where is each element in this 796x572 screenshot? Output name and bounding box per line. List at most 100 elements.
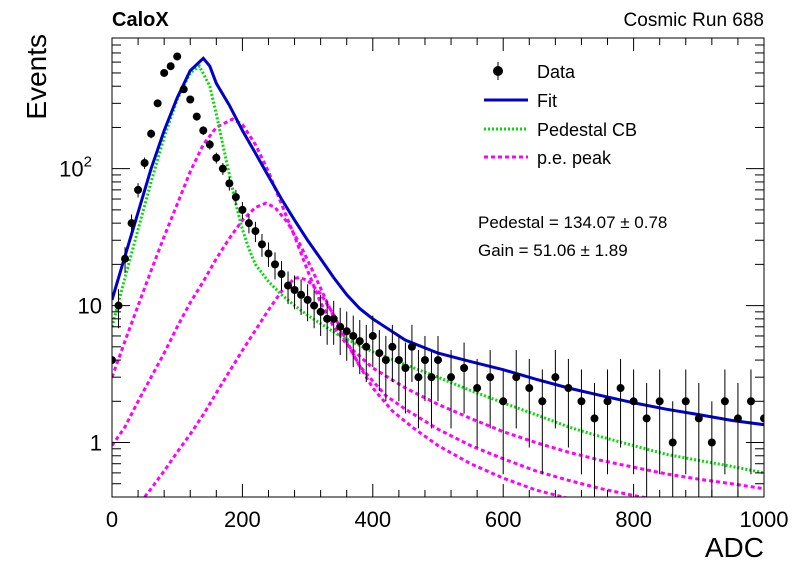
axes-layer: 0 200 400 600 800 1000 1 10 102 <box>59 37 789 532</box>
data-point <box>212 153 221 162</box>
x-tick-label: 200 <box>224 507 261 532</box>
plot-frame <box>111 37 765 498</box>
data-point <box>427 373 436 382</box>
data-point <box>362 342 371 351</box>
data-point <box>394 356 403 365</box>
data-point <box>629 397 638 406</box>
data-point <box>297 290 306 299</box>
legend-label-pe-peak: p.e. peak <box>537 148 612 168</box>
data-point <box>238 205 247 214</box>
data-point <box>257 240 266 249</box>
y-tick-label: 1 <box>90 431 102 456</box>
data-point <box>564 384 573 393</box>
chart-left-title: CaloX <box>112 9 169 31</box>
data-point <box>642 414 651 423</box>
data-point <box>284 281 293 290</box>
chart-right-title: Cosmic Run 688 <box>624 10 764 31</box>
data-point <box>668 438 677 447</box>
data-point <box>486 373 495 382</box>
data-point <box>707 438 716 447</box>
data-point <box>681 397 690 406</box>
data-point <box>179 85 188 94</box>
data-point <box>310 301 319 310</box>
data-point <box>401 364 410 373</box>
x-tick-label: 0 <box>106 507 118 532</box>
data-point <box>173 52 182 61</box>
data-point <box>746 397 755 406</box>
x-axis-title: ADC <box>705 532 764 563</box>
data-point <box>134 185 143 194</box>
y-tick-label: 102 <box>59 154 92 182</box>
legend-data-marker <box>493 66 503 76</box>
data-point <box>355 337 364 346</box>
data-point <box>655 397 664 406</box>
annotation-gain: Gain = 51.06 ± 1.89 <box>478 241 628 260</box>
data-point <box>512 373 521 382</box>
data-point <box>127 219 136 228</box>
curve-pedestal-cb <box>112 63 764 475</box>
data-point <box>577 397 586 406</box>
data-point <box>264 249 273 258</box>
data-point <box>225 179 234 188</box>
data-point <box>160 68 169 77</box>
curves-layer <box>112 56 764 497</box>
legend-label-fit: Fit <box>537 91 557 111</box>
data-point <box>329 314 338 323</box>
data-point <box>199 126 208 135</box>
annotation-pedestal: Pedestal = 134.07 ± 0.78 <box>478 213 667 232</box>
data-point <box>290 285 299 294</box>
data-point <box>590 414 599 423</box>
x-tick-label: 800 <box>615 507 652 532</box>
data-point <box>407 342 416 351</box>
data-point <box>694 414 703 423</box>
data-point <box>186 95 195 104</box>
data-point <box>538 397 547 406</box>
x-tick-label: 600 <box>485 507 522 532</box>
data-point <box>166 62 175 71</box>
data-point <box>368 331 377 340</box>
data-point <box>231 193 240 202</box>
data-point <box>303 295 312 304</box>
legend-entry-pedestal: Pedestal CB <box>484 120 637 140</box>
data-point <box>121 254 130 263</box>
y-axis-title: Events <box>21 34 52 120</box>
data-points-layer <box>112 52 764 497</box>
data-point <box>420 356 429 365</box>
legend-entry-pe-peak: p.e. peak <box>484 148 612 168</box>
data-point <box>603 397 612 406</box>
data-point <box>473 384 482 393</box>
data-point <box>381 356 390 365</box>
data-point <box>460 364 469 373</box>
data-point <box>323 314 332 323</box>
data-point <box>447 373 456 382</box>
data-point <box>316 307 325 316</box>
data-point <box>342 327 351 336</box>
data-point <box>349 331 358 340</box>
data-point <box>277 270 286 279</box>
legend-label-pedestal: Pedestal CB <box>537 120 637 140</box>
data-point <box>218 164 227 173</box>
data-point <box>434 356 442 365</box>
data-point <box>153 99 162 108</box>
curve-fit <box>112 56 764 427</box>
x-tick-label: 400 <box>354 507 391 532</box>
data-point <box>375 349 384 358</box>
data-point <box>499 397 508 406</box>
legend-entry-fit: Fit <box>484 91 557 111</box>
data-point <box>244 219 253 228</box>
data-point <box>147 129 156 138</box>
data-point <box>616 384 625 393</box>
data-point <box>760 414 764 423</box>
y-tick-label: 10 <box>78 294 102 319</box>
data-point <box>525 384 534 393</box>
data-point <box>551 373 560 382</box>
curve-p-e-peak-1 <box>112 117 764 491</box>
data-point <box>205 140 214 149</box>
data-point <box>271 260 279 269</box>
legend-label-data: Data <box>537 62 576 82</box>
x-tick-label: 1000 <box>740 507 789 532</box>
data-point <box>192 112 201 121</box>
data-point <box>414 373 423 382</box>
data-point <box>733 414 742 423</box>
